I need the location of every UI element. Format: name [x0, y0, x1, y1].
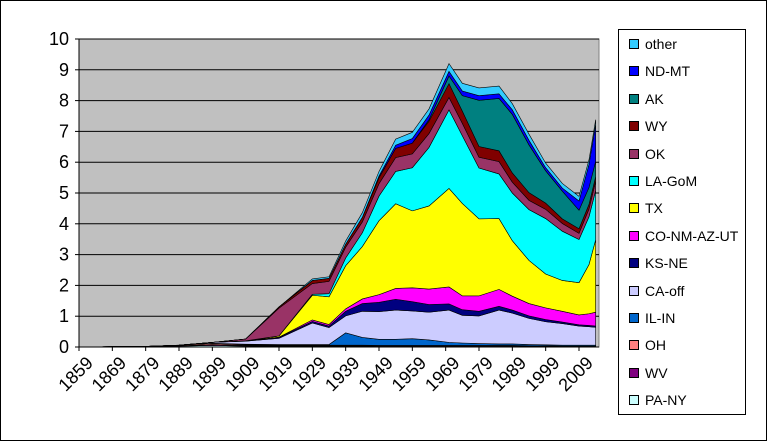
area-series [78, 63, 596, 348]
x-tick-label-1969: 1969 [421, 353, 463, 395]
legend-item-oh: OH [629, 336, 666, 354]
legend-swatch [629, 395, 639, 406]
legend-item-ca-off: CA-off [629, 282, 684, 300]
legend-swatch [629, 285, 639, 296]
legend-label: KS-NE [645, 255, 688, 272]
x-tick-label-1919: 1919 [254, 353, 296, 395]
legend-label: OK [645, 145, 666, 162]
legend-label: AK [645, 90, 664, 107]
x-tick-label-1989: 1989 [488, 353, 530, 395]
legend-swatch [629, 258, 639, 269]
legend-label: CO-NM-AZ-UT [645, 227, 739, 244]
legend-label: WY [645, 118, 668, 135]
y-tick-label-5: 5 [59, 183, 69, 203]
legend-label: IL-IN [645, 310, 676, 326]
legend-label: OH [645, 337, 666, 354]
legend-swatch [629, 203, 639, 214]
x-tick-label-1879: 1879 [121, 353, 163, 395]
y-tick-label-6: 6 [59, 152, 69, 172]
x-tick-label-1999: 1999 [521, 353, 563, 395]
legend-label: CA-off [645, 282, 685, 299]
x-tick-label-1889: 1889 [154, 353, 196, 395]
x-tick-label-1949: 1949 [354, 353, 396, 395]
y-tick-label-9: 9 [59, 60, 69, 80]
legend-item-other: other [629, 35, 677, 53]
legend-label: LA-GoM [645, 173, 698, 189]
legend-swatch [629, 148, 639, 159]
y-tick-label-4: 4 [59, 214, 69, 234]
x-tick-label-1859: 1859 [54, 353, 96, 395]
legend-item-ak: AK [629, 90, 664, 108]
legend-label: TX [645, 200, 663, 217]
legend-swatch [629, 121, 639, 132]
legend-item-il-in: IL-IN [629, 309, 675, 327]
legend-label: PA-NY [645, 392, 687, 409]
legend-swatch [629, 176, 639, 186]
legend-label: WV [645, 364, 668, 381]
y-tick-label-7: 7 [59, 121, 69, 141]
x-tick-label-1939: 1939 [321, 353, 363, 395]
y-tick-label-10: 10 [49, 29, 69, 49]
legend-item-nd-mt: ND-MT [629, 62, 690, 80]
area-other [78, 63, 596, 348]
x-tick-label-1909: 1909 [221, 353, 263, 395]
legend-label: ND-MT [645, 63, 691, 80]
legend-item-tx: TX [629, 199, 663, 217]
legend-item-wy: WY [629, 117, 668, 135]
x-tick-label-2009: 2009 [554, 353, 596, 395]
y-tick-label-1: 1 [59, 306, 69, 326]
y-tick-labels: 0 1 2 3 4 5 6 7 8 9 10 [49, 29, 79, 357]
legend-item-ok: OK [629, 145, 665, 163]
y-tick-label-3: 3 [59, 245, 69, 265]
legend-item-pa-ny: PA-NY [629, 391, 687, 409]
legend: other ND-MT AK WY OK LA-GoM TX CO-NM-AZ-UT KS-NE… [618, 29, 746, 415]
x-tick-label-1959: 1959 [388, 353, 430, 395]
x-tick-labels: 1859186918791889189919091919192919391949… [54, 347, 597, 395]
legend-item-co-nm-az-ut: CO-NM-AZ-UT [629, 227, 738, 245]
x-tick-label-1869: 1869 [88, 353, 130, 395]
legend-swatch [629, 39, 639, 49]
legend-swatch [629, 230, 639, 241]
x-tick-label-1979: 1979 [454, 353, 496, 395]
legend-swatch [629, 313, 639, 323]
y-tick-label-0: 0 [59, 337, 69, 357]
legend-swatch [629, 367, 639, 378]
x-tick-label-1929: 1929 [288, 353, 330, 395]
x-tick-label-1899: 1899 [188, 353, 230, 395]
y-tick-label-8: 8 [59, 91, 69, 111]
legend-item-la-gom: LA-GoM [629, 172, 697, 190]
legend-item-wv: WV [629, 364, 668, 382]
legend-label: other [645, 36, 677, 52]
legend-swatch [629, 66, 639, 77]
y-tick-label-2: 2 [59, 275, 69, 295]
legend-swatch [629, 93, 639, 104]
legend-item-ks-ne: KS-NE [629, 254, 688, 272]
legend-swatch [629, 340, 639, 351]
